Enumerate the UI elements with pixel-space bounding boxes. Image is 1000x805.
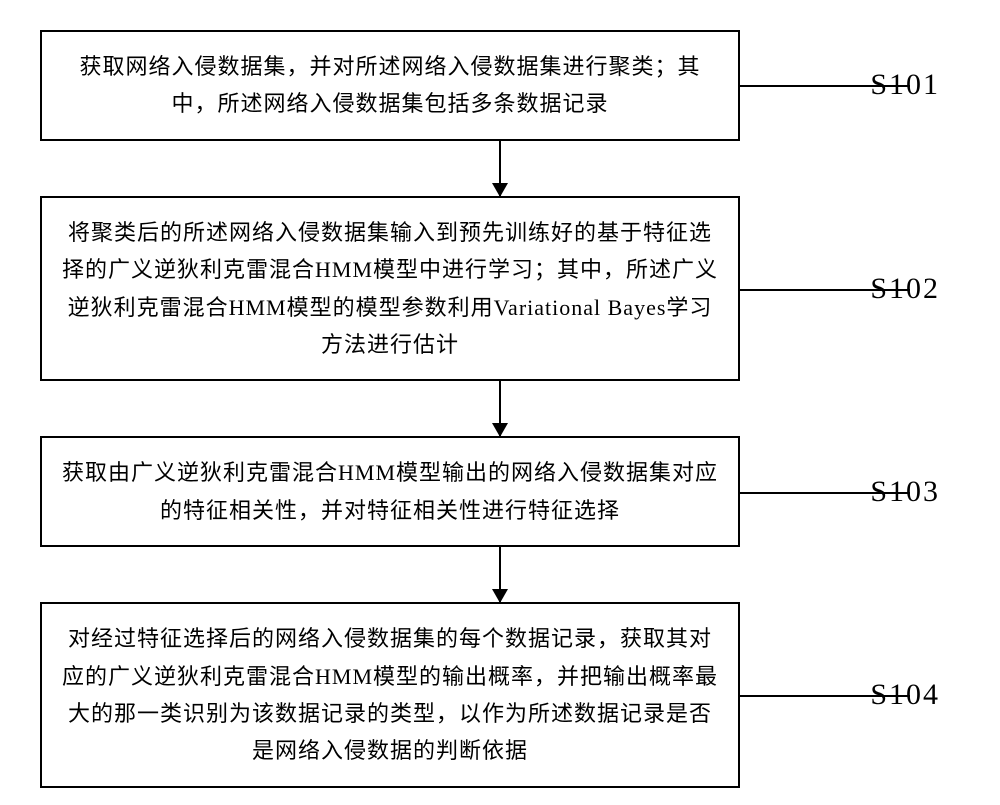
step-box-4: 对经过特征选择后的网络入侵数据集的每个数据记录，获取其对应的广义逆狄利克雷混合H… — [40, 602, 740, 788]
arrow-2 — [150, 381, 850, 436]
step-row-1: 获取网络入侵数据集，并对所述网络入侵数据集进行聚类；其中，所述网络入侵数据集包括… — [40, 30, 960, 141]
arrow-head-2 — [492, 423, 508, 437]
step-box-1: 获取网络入侵数据集，并对所述网络入侵数据集进行聚类；其中，所述网络入侵数据集包括… — [40, 30, 740, 141]
arrow-line-2 — [499, 381, 501, 436]
arrow-1 — [150, 141, 850, 196]
step-text-3: 获取由广义逆狄利克雷混合HMM模型输出的网络入侵数据集对应的特征相关性，并对特征… — [62, 460, 718, 522]
connector-1 — [740, 85, 910, 87]
step-text-4: 对经过特征选择后的网络入侵数据集的每个数据记录，获取其对应的广义逆狄利克雷混合H… — [62, 626, 718, 763]
step-box-2: 将聚类后的所述网络入侵数据集输入到预先训练好的基于特征选择的广义逆狄利克雷混合H… — [40, 196, 740, 382]
step-row-4: 对经过特征选择后的网络入侵数据集的每个数据记录，获取其对应的广义逆狄利克雷混合H… — [40, 602, 960, 788]
flowchart-container: 获取网络入侵数据集，并对所述网络入侵数据集进行聚类；其中，所述网络入侵数据集包括… — [40, 30, 960, 788]
step-row-3: 获取由广义逆狄利克雷混合HMM模型输出的网络入侵数据集对应的特征相关性，并对特征… — [40, 436, 960, 547]
connector-3 — [740, 492, 910, 494]
connector-4 — [740, 695, 910, 697]
arrow-head-3 — [492, 589, 508, 603]
arrow-line-3 — [499, 547, 501, 602]
step-box-3: 获取由广义逆狄利克雷混合HMM模型输出的网络入侵数据集对应的特征相关性，并对特征… — [40, 436, 740, 547]
step-text-2: 将聚类后的所述网络入侵数据集输入到预先训练好的基于特征选择的广义逆狄利克雷混合H… — [62, 220, 718, 357]
arrow-3 — [150, 547, 850, 602]
connector-2 — [740, 289, 910, 291]
step-row-2: 将聚类后的所述网络入侵数据集输入到预先训练好的基于特征选择的广义逆狄利克雷混合H… — [40, 196, 960, 382]
arrow-line-1 — [499, 141, 501, 196]
arrow-head-1 — [492, 183, 508, 197]
step-text-1: 获取网络入侵数据集，并对所述网络入侵数据集进行聚类；其中，所述网络入侵数据集包括… — [79, 54, 700, 116]
